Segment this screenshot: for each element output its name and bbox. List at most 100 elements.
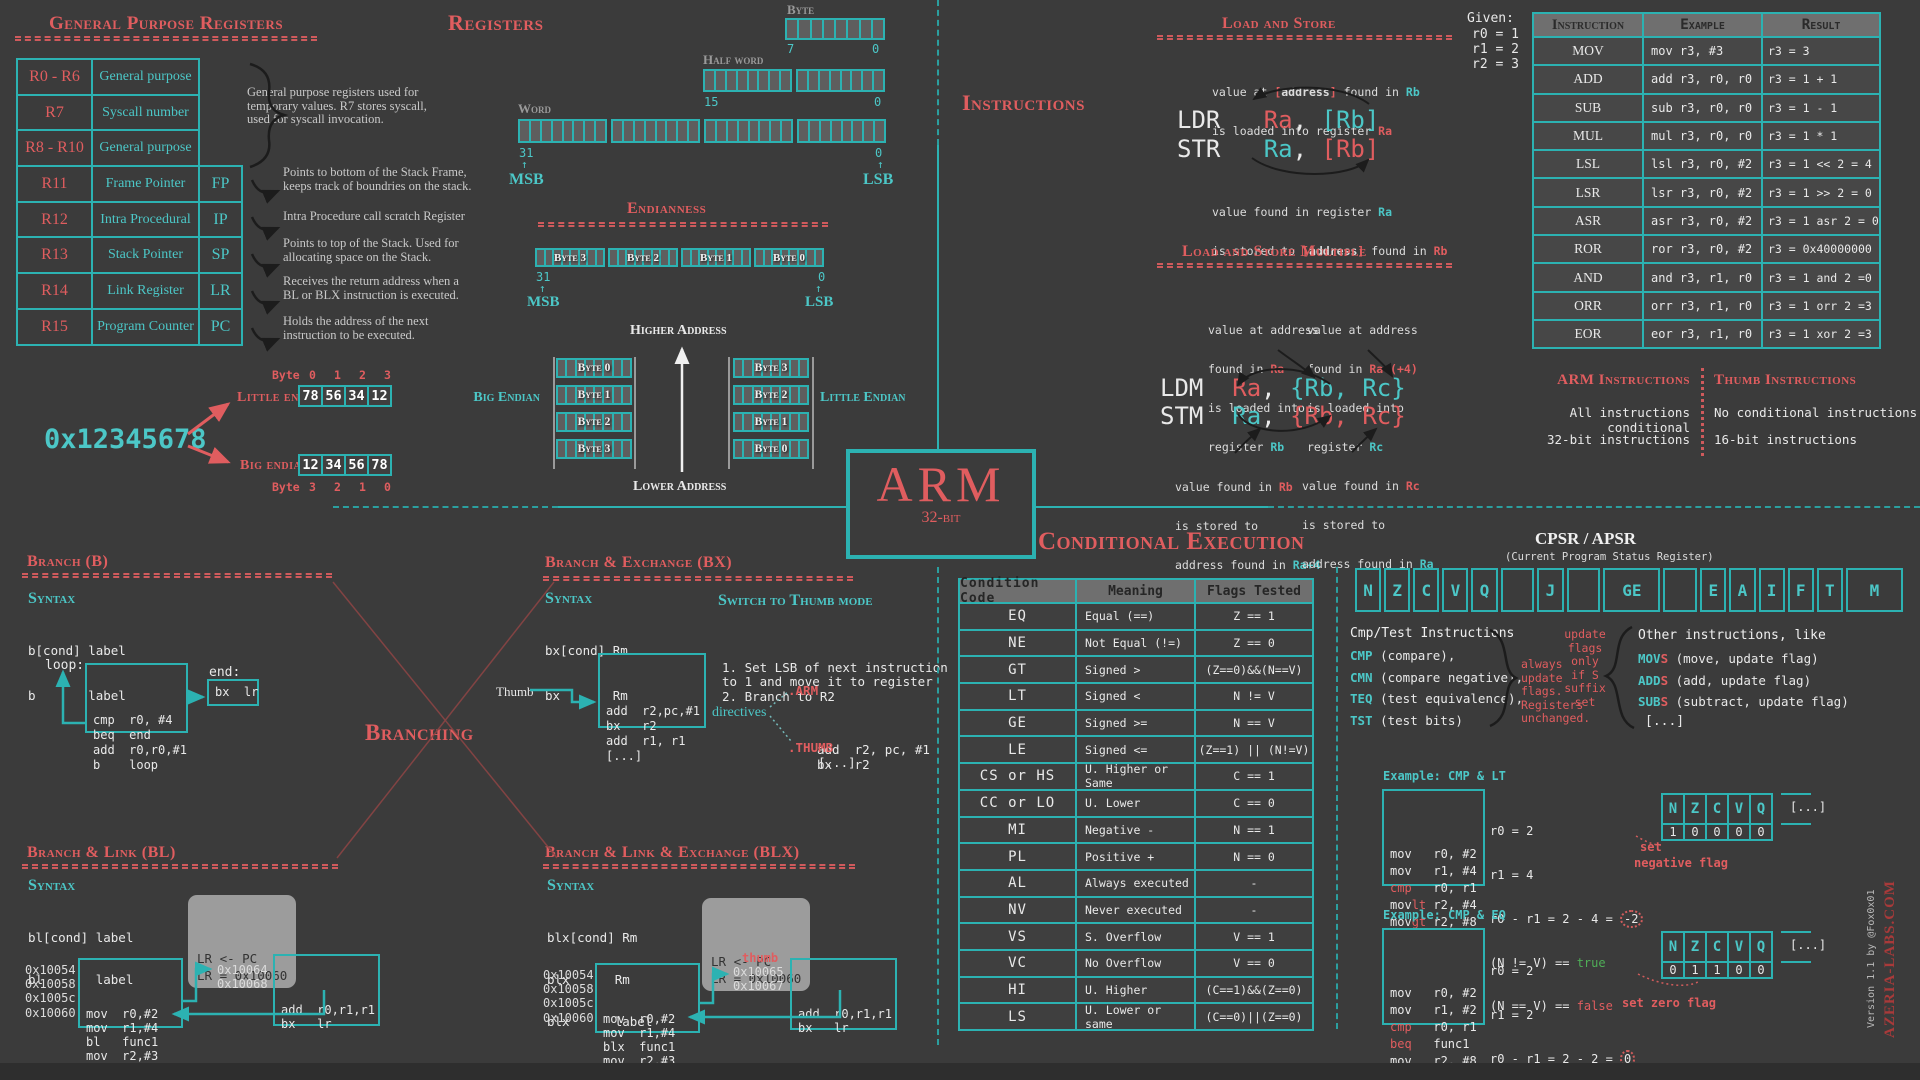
instruction-result: r3 = 1 >> 2 = 0 [1761,177,1881,208]
arm-thumb-divider [1701,368,1704,456]
condition-code: GT [958,655,1077,685]
instruction-example: orr r3, r1, r0 [1642,290,1763,321]
given-line: r0 = 1 [1472,27,1519,42]
memory-byte-row: Byte 3 [733,358,809,378]
gpr-row: R15 Program Counter PC [16,307,243,346]
syntax-line: bl[cond] label [28,930,134,945]
instruction-result: r3 = 1 << 2 = 4 [1761,149,1881,180]
instruction-table-body: MOV mov r3, #3 r3 = 3 ADD add r3, r0, r0… [1532,36,1881,350]
byte-index: 3 [309,480,316,494]
instruction-name: LSL [1532,149,1644,180]
code-line: add r0,r1,r1 [281,1002,375,1017]
end-label: end: [209,665,241,680]
text: (N == V) == false [1490,999,1643,1014]
gpr-separator [15,36,317,41]
bl-code-box: mov r0,#2 mov r1,#4 bl func1 mov r2,#3 [78,958,183,1063]
cmp-test-item: CMN (compare negative), [1350,667,1523,689]
condition-code: VS [958,922,1077,951]
code-line: beq func1 [1390,1036,1477,1053]
gpr-alias: IP [198,200,243,239]
bit-cells [556,439,632,459]
flag-letter: V [1727,793,1751,825]
bl-addresses: 0x10054 0x10058 0x1005c 0x10060 [25,963,76,1020]
condition-code: NE [958,628,1077,658]
set-flag-note: set [1640,840,1662,854]
lsb-label: LSB [863,171,894,188]
text: value found in register [1212,205,1379,219]
divider [1036,506,1268,508]
gpr-register: R7 [16,93,93,132]
register-token: Rb [1405,85,1420,99]
address: 0x1005c [25,991,76,1006]
byte-word-label: Byte [272,368,300,382]
memory-byte-label: Byte 0 [754,443,788,455]
text: is loaded into [1208,401,1305,415]
arm-directive: .ARM [788,683,819,698]
condition-suffix: gt [1411,915,1427,929]
halfword-cells [703,69,792,92]
condition-code: CC or LO [958,788,1077,818]
code-line: add r2, pc, #1 [817,742,930,757]
condition-meaning: U. Lower or same [1075,1002,1196,1031]
gpr-table: R0 - R6 General purpose R7 Syscall numbe… [16,58,243,346]
instruction-result: r3 = 1 xor 2 =3 [1761,318,1881,350]
byte-value: 12 [298,454,323,476]
step-line: 1. Set LSB of next instruction [722,659,948,675]
stack-rail [812,357,814,469]
byte-group: Byte 2 [608,248,678,267]
blx-title: Branch & Link & Exchange (BLX) [545,844,800,861]
byte-index: 2 [359,368,366,382]
register-token: Ra [1232,374,1262,402]
bit-cells [733,358,809,378]
flag-letter: Q [1749,793,1773,825]
condition-suffix: cmp [1390,881,1412,895]
cpsr-bit-cell: C [1413,568,1440,612]
instructions-title: Instructions [962,90,1085,115]
opcode: CMP [1350,648,1373,663]
arm-instructions-line1: All instructions conditional [1569,405,1690,435]
text: r0 - r1 = 2 - 2 = 0 [1490,1049,1636,1068]
cpsr-bit-cell [1500,568,1535,612]
instruction-name: LSR [1532,177,1644,208]
gpr-description: Syscall number [91,93,200,132]
opcode: mov [1390,898,1412,912]
gpr-row: R14 Link Register LR [16,272,243,310]
table-row: HI U. Higher (C==1)&&(Z==0) [958,975,1314,1005]
loop-label: loop: [45,658,85,673]
halfword-cells [796,69,885,92]
higher-address-label: Higher Address [630,323,727,338]
gpr-description: Frame Pointer [91,165,200,203]
arm-logo: ARM 32-bit [846,449,1036,559]
table-row: ROR ror r3, r0, #2 r3 = 0x40000000 [1532,234,1881,265]
table-row: GT Signed > (Z==0)&&(N==V) [958,655,1314,685]
code-line: blx func1 [603,1040,676,1055]
divider [937,567,939,1045]
stm-annotation-2: value found in Rc is stored to address f… [1302,454,1434,597]
code-line: add r0,r1,r1 [798,1006,892,1021]
table-row: VS S. Overflow V == 1 [958,922,1314,951]
opcode: MOV [1638,651,1661,666]
bottom-bar [0,1063,1920,1080]
gpr-note-fp: Points to bottom of the Stack Frame, kee… [283,165,472,193]
load-store-title: Load and Store [1222,15,1336,32]
flag-rule [1781,823,1811,825]
s-suffix: S [1660,672,1669,688]
text: r0 - r1 = 2 - 4 = -2 [1490,909,1643,928]
gpr-description: Link Register [91,272,200,310]
word-cells [797,119,886,143]
flag-value: 1 [1683,961,1707,979]
flag-value: 0 [1749,961,1773,979]
instruction-name: SUB [1532,92,1644,123]
opcode: LDR [1177,106,1221,134]
instruction-example: add r3, r0, r0 [1642,64,1763,95]
example-eq-code-box: mov r0, #2 mov r1, #2 cmp r0, r1 beq func1 m… [1382,928,1485,1068]
memory-byte-label: Byte 3 [577,443,611,455]
flag-rule [1781,793,1811,795]
other-instruction-item: SUBS (subtract, update flag) [1638,691,1849,713]
bit-cells [556,358,632,378]
gpr-description: Stack Pointer [91,236,200,275]
text: (N != V) == true [1490,956,1643,971]
flag-letter: Z [1683,931,1707,963]
halfword-label: Half word [703,52,764,67]
address: 0x10060 [543,1010,594,1025]
